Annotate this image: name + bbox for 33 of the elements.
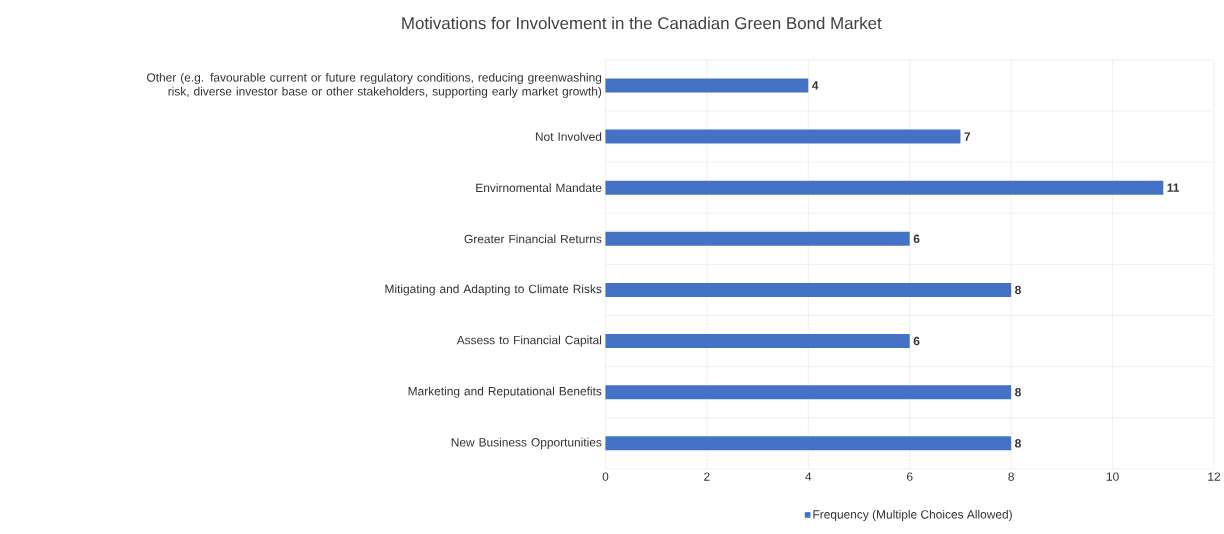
x-tick-label: 12 bbox=[1208, 472, 1221, 481]
bar bbox=[605, 180, 1164, 195]
y-tick-label: New Business Opportunities bbox=[451, 437, 602, 450]
y-tick-label: Mitigating and Adapting to Climate Risks bbox=[385, 284, 602, 296]
x-tick-label: 4 bbox=[805, 472, 812, 481]
chart-title: Motivations for Involvement in the Canadian Green Bond Market bbox=[402, 16, 882, 30]
x-tick-label: 2 bbox=[704, 472, 710, 481]
data-label: 6 bbox=[913, 234, 920, 244]
y-tick-label: Envirnomental Mandate bbox=[476, 183, 602, 193]
x-tick-label: 8 bbox=[1008, 472, 1014, 481]
bar bbox=[605, 385, 1012, 400]
data-label: 6 bbox=[913, 336, 920, 346]
bar bbox=[605, 283, 1012, 298]
bar bbox=[605, 129, 961, 144]
data-label: 4 bbox=[812, 81, 819, 90]
data-label: 8 bbox=[1015, 439, 1021, 448]
y-tick-label: Marketing and Reputational Benefits bbox=[408, 386, 602, 398]
legend-label: Frequency (Multiple Choices Allowed) bbox=[813, 510, 1012, 522]
x-tick-label: 0 bbox=[602, 472, 609, 481]
y-tick-label: Not Involved bbox=[535, 132, 602, 142]
x-tick-label: 6 bbox=[907, 472, 913, 481]
bar bbox=[605, 334, 910, 349]
data-label: 7 bbox=[964, 132, 971, 141]
data-label: 8 bbox=[1015, 388, 1021, 397]
bar bbox=[605, 436, 1012, 451]
bar bbox=[605, 231, 910, 246]
data-label: 11 bbox=[1167, 183, 1180, 192]
y-tick-label: Other (e.g. favourable current or future regulatory conditions, reducing greenwashing risk, diverse investor base or other stakeholders, supporting early market growth) bbox=[147, 73, 602, 99]
data-label: 8 bbox=[1015, 285, 1021, 295]
bar bbox=[605, 78, 809, 93]
y-tick-label: Greater Financial Returns bbox=[464, 234, 602, 244]
y-tick-label: Assess to Financial Capital bbox=[456, 335, 602, 347]
x-tick-label: 10 bbox=[1106, 472, 1119, 481]
